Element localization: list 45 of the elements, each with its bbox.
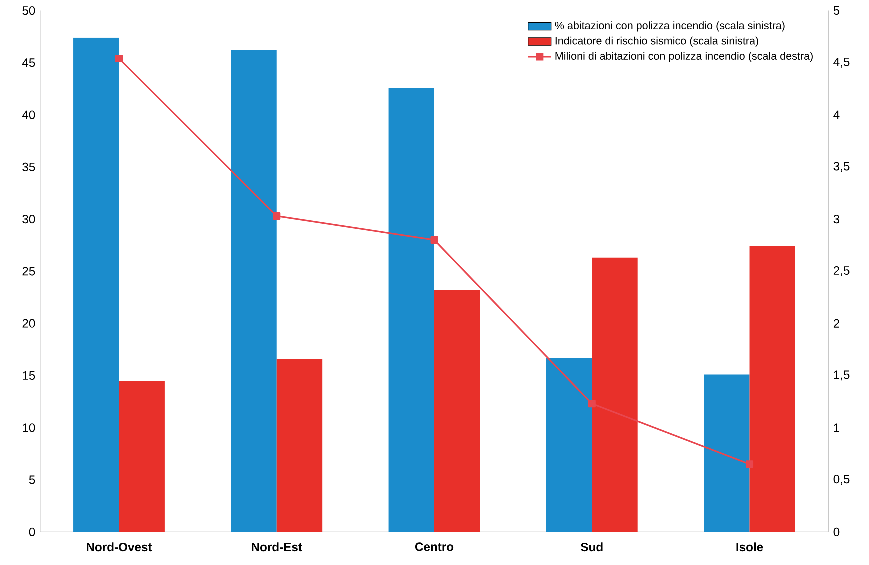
point — [746, 460, 754, 468]
x-tick-label: Nord-Est — [252, 542, 302, 552]
legend-label: % abitazioni con polizza incendio (scala sinistra) — [555, 22, 785, 32]
y2-tick-label: 4 — [834, 111, 840, 120]
y2-tick-label: 2,5 — [834, 266, 850, 277]
y2-tick-label: 5 — [834, 6, 840, 16]
y-tick-label: 10 — [23, 424, 36, 432]
y-tick-label: 15 — [23, 372, 36, 380]
bar — [231, 50, 277, 532]
y-tick-label: 35 — [22, 163, 36, 172]
point — [430, 236, 438, 244]
bar — [750, 246, 796, 532]
x-tick-label: Centro — [415, 542, 454, 552]
y-tick-label: 40 — [22, 111, 36, 120]
point — [115, 55, 124, 63]
bar — [74, 38, 120, 532]
y-tick-label: 30 — [22, 215, 36, 224]
y2-tick-label: 1,5 — [834, 371, 850, 381]
y-tick-label: 5 — [29, 476, 36, 485]
x-tick-label: Sud — [581, 542, 603, 552]
x-tick-label: Isole — [736, 542, 764, 552]
point — [588, 400, 596, 408]
y2-tick-label: 3 — [834, 215, 840, 224]
y-tick-label: 0 — [29, 528, 36, 537]
bar — [546, 358, 592, 532]
bar — [592, 258, 638, 532]
legend-label: Indicatore di rischio sismico (scala sinistra) — [556, 37, 758, 48]
bar — [704, 374, 750, 532]
y2-tick-label: 0,5 — [834, 475, 850, 486]
legend-label: Milioni di abitazioni con polizza incendio (scala destra) — [556, 52, 813, 62]
y2-tick-label: 4,5 — [834, 58, 850, 68]
bar — [119, 381, 165, 532]
y2-tick-label: 0 — [834, 528, 840, 537]
y2-tick-label: 2 — [834, 320, 840, 328]
bar — [276, 359, 323, 532]
bar — [434, 290, 480, 532]
y-tick-label: 45 — [22, 58, 36, 68]
y2-tick-label: 1 — [834, 424, 840, 432]
point — [273, 212, 281, 220]
y2-tick-label: 3,5 — [834, 162, 850, 172]
bar — [388, 88, 435, 532]
y-tick-label: 20 — [22, 320, 36, 328]
x-tick-label: Nord-Ovest — [87, 542, 152, 552]
y-tick-label: 25 — [22, 267, 36, 276]
y-tick-label: 50 — [22, 6, 36, 16]
